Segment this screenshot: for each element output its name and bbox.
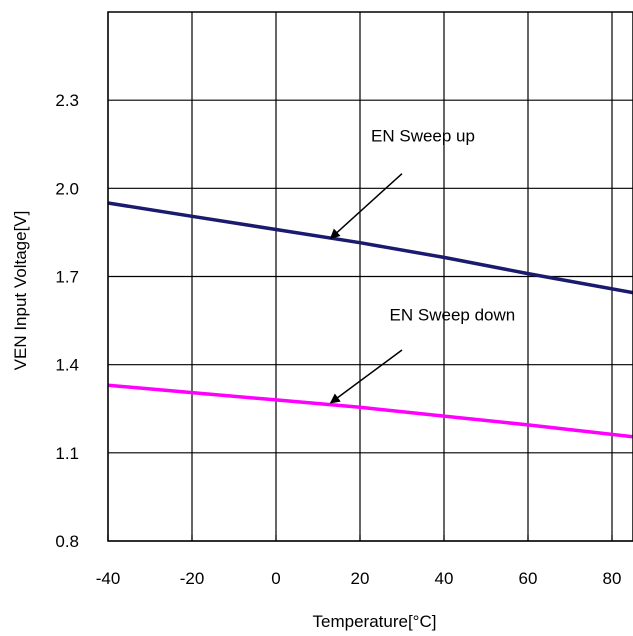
- x-axis-label: Temperature[°C]: [313, 612, 437, 631]
- annotation-arrow: [329, 349, 403, 404]
- series-layer: [107, 201, 633, 439]
- grid: [107, 12, 633, 542]
- plot-frame: [107, 11, 633, 542]
- y-axis-label: VEN Input Voltage[V]: [11, 211, 30, 371]
- y-tick-label: 1.1: [55, 444, 79, 463]
- x-axis-ticks: -40 -20 0 20 40 60 80: [96, 535, 622, 588]
- y-tick-label: 1.7: [55, 268, 79, 287]
- y-tick-label: 2.3: [55, 91, 79, 110]
- x-tick-label: -40: [96, 569, 121, 588]
- x-tick-label: 80: [603, 569, 622, 588]
- annotations: EN Sweep up EN Sweep down: [329, 126, 516, 404]
- series-line-1: [107, 383, 633, 439]
- x-tick-label: 40: [435, 569, 454, 588]
- y-axis-ticks: 0.8 1.1 1.4 1.7 2.0 2.3: [55, 91, 79, 551]
- annotation-arrow: [329, 173, 403, 239]
- x-tick-label: 20: [351, 569, 370, 588]
- x-tick-label: 0: [271, 569, 280, 588]
- y-tick-label: 1.4: [55, 356, 79, 375]
- series-line-0: [107, 201, 633, 295]
- annotation-label: EN Sweep up: [371, 126, 475, 145]
- y-tick-label: 2.0: [55, 179, 79, 198]
- y-tick-label: 0.8: [55, 532, 79, 551]
- x-tick-label: -20: [180, 569, 205, 588]
- annotation-label: EN Sweep down: [390, 306, 516, 325]
- x-tick-label: 60: [519, 569, 538, 588]
